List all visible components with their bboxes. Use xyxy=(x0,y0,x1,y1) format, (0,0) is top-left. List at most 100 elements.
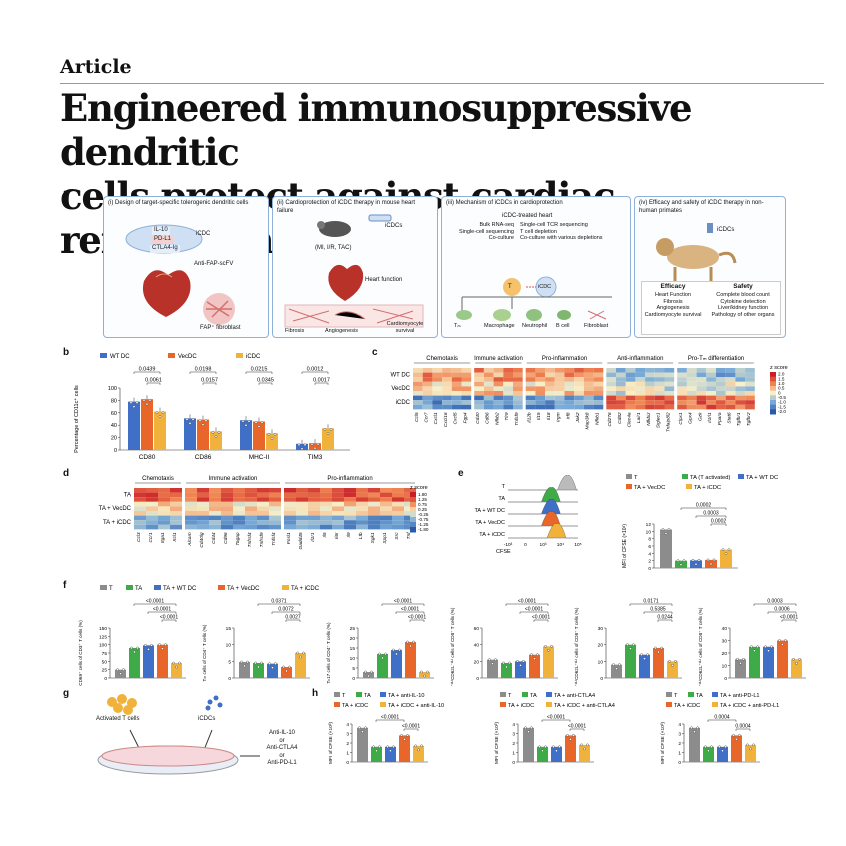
heatmap-cell xyxy=(677,395,687,401)
y-tick-label: 1 xyxy=(512,751,515,757)
heatmap-cell xyxy=(696,386,707,391)
bar xyxy=(777,640,788,678)
heatmap-cell xyxy=(706,404,716,410)
significance-bracket xyxy=(301,371,329,374)
data-point xyxy=(148,398,152,402)
heatmap-cell xyxy=(442,381,452,387)
heatmap-cell xyxy=(554,368,565,373)
heatmap-row-label: VecDC xyxy=(391,386,410,392)
panel-letter-b: b xyxy=(63,347,70,358)
heatmap-cell xyxy=(422,400,433,405)
heatmap-cell xyxy=(356,520,368,525)
bar xyxy=(579,744,590,762)
heatmap-cell xyxy=(635,372,646,378)
y-tick-label: 3 xyxy=(346,732,349,738)
significance-bracket xyxy=(285,619,301,622)
histogram-row-label: TA + WT DC xyxy=(474,508,505,514)
heatmap-cell xyxy=(625,377,636,382)
heatmap-cell xyxy=(625,386,636,391)
significance-bracket xyxy=(409,619,425,622)
heatmap-cell xyxy=(422,404,433,410)
histogram-trace xyxy=(508,499,578,515)
data-point xyxy=(516,660,519,663)
y-tick-label: 10 xyxy=(226,643,232,649)
heatmap-cell xyxy=(269,488,281,493)
heatmap-group-label: Anti-inflammation xyxy=(617,356,663,362)
data-point xyxy=(505,665,508,669)
data-point xyxy=(175,665,178,669)
heatmap-row-label: WT DC xyxy=(390,372,410,378)
data-point xyxy=(739,661,742,665)
heatmap-cell xyxy=(368,524,380,530)
heatmap-cell xyxy=(344,511,356,516)
heatmap-cell xyxy=(451,404,462,410)
heatmap-cell xyxy=(146,524,158,530)
data-point xyxy=(781,643,784,646)
bar xyxy=(385,746,396,762)
heatmap-col-label: Tgfbr2 xyxy=(746,412,752,426)
heatmap-cell xyxy=(696,381,707,387)
heatmap-cell xyxy=(320,488,332,493)
y-tick-label: 0 xyxy=(678,760,681,766)
heatmap-cell xyxy=(583,381,594,387)
data-point xyxy=(508,661,511,665)
heatmap-cell xyxy=(645,381,655,387)
legend-swatch xyxy=(682,474,688,479)
heatmap-cell xyxy=(625,404,636,410)
bar xyxy=(143,645,154,678)
heatmap-cell xyxy=(158,520,170,525)
p-value-label: <0.0001 xyxy=(402,724,420,730)
x-tick-label: CD86 xyxy=(195,454,212,461)
heatmap-cell xyxy=(716,381,726,387)
heatmap-cell xyxy=(493,372,504,378)
heatmap-cell xyxy=(221,501,233,507)
colorbar-segment xyxy=(770,386,776,392)
heatmap-cell xyxy=(645,400,655,405)
y-axis-label: MFI of CFSE (×10³) xyxy=(328,722,334,764)
bar xyxy=(129,648,140,678)
data-point xyxy=(417,748,420,752)
data-point xyxy=(710,745,713,749)
data-point xyxy=(244,423,248,427)
p-value-label: 0.0215 xyxy=(251,367,268,373)
heatmap-cell xyxy=(134,492,146,498)
heatmap-cell xyxy=(564,386,575,391)
data-point xyxy=(135,401,139,404)
heatmap-cell xyxy=(564,395,575,401)
data-point xyxy=(150,644,153,647)
heatmap-cell xyxy=(545,391,555,396)
heatmap-cell xyxy=(503,368,513,373)
p-value-label: <0.0001 xyxy=(394,599,412,605)
data-point xyxy=(784,639,787,642)
heatmap-cell xyxy=(483,381,494,387)
heatmap-cell xyxy=(735,404,746,410)
heatmap-cell xyxy=(525,372,536,378)
heatmap-cell xyxy=(635,386,646,391)
heatmap-cell xyxy=(245,497,257,502)
heatmap-cell xyxy=(696,391,707,396)
p-value-label: 0.0004 xyxy=(735,724,751,730)
y-tick-label: 3 xyxy=(678,732,681,738)
article-kicker: Article xyxy=(60,56,132,78)
bar xyxy=(611,664,622,678)
legend-swatch xyxy=(712,692,718,697)
heatmap-cell xyxy=(677,377,687,382)
panel-letter-f: f xyxy=(63,580,67,591)
heatmap-cell xyxy=(344,497,356,502)
box-title: (i) Design of target-specific tolerogeni… xyxy=(108,200,249,206)
heatmap-cell xyxy=(245,506,257,511)
heatmap-cell xyxy=(545,372,555,378)
heatmap-cell xyxy=(197,506,209,511)
heatmap-cell xyxy=(344,524,356,530)
heatmap-cell xyxy=(635,381,646,387)
p-value-label: 0.0061 xyxy=(145,378,162,384)
heatmap-cell xyxy=(645,372,655,378)
significance-bracket xyxy=(710,523,727,526)
heatmap-cell xyxy=(413,368,423,373)
heatmap-cell xyxy=(344,501,356,507)
data-point xyxy=(749,747,752,751)
data-point xyxy=(406,734,409,737)
tolerogenic-dc-illustration xyxy=(125,224,235,325)
data-point xyxy=(691,559,695,562)
heatmap-cell xyxy=(554,404,565,410)
